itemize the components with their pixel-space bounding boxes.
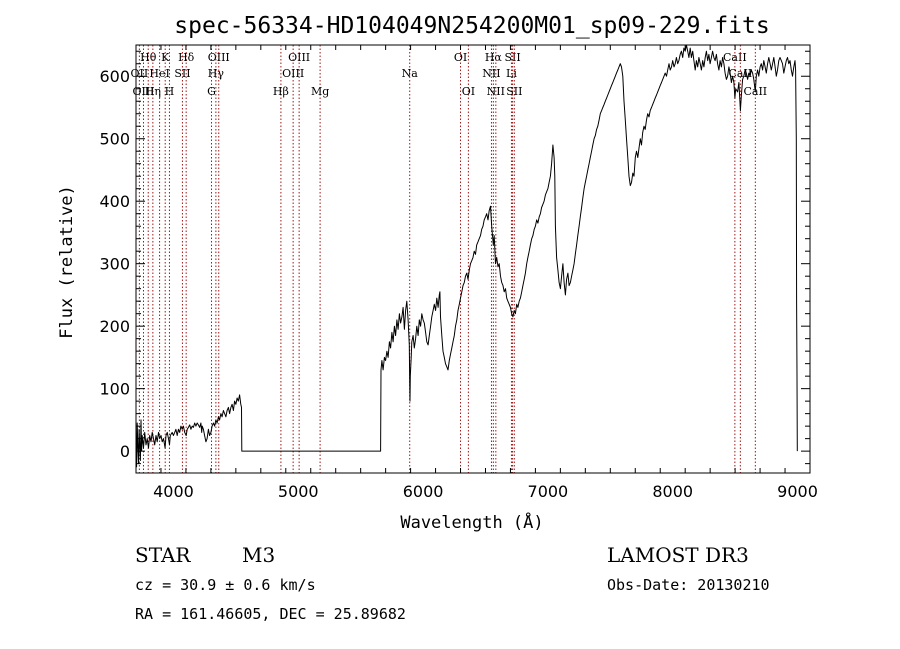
marker-label: Hβ [273,85,289,98]
y-tick-label: 300 [99,255,130,274]
y-tick-label: 100 [99,380,130,399]
marker-label: HeI [149,67,169,80]
x-axis-label: Wavelength (Å) [400,511,543,533]
marker-label: SII [504,51,520,64]
x-tick-label: 5000 [278,482,319,501]
marker-label: CaII [723,51,747,64]
y-tick-label: 0 [120,442,130,461]
marker-label: H [165,85,175,98]
marker-label: K [161,51,170,64]
marker-label: OI [462,85,475,98]
y-tick-label: 200 [99,317,130,336]
marker-label: G [207,85,216,98]
marker-label: Hθ [140,51,157,64]
marker-label: Hα [485,51,503,64]
marker-label: OIII [208,51,230,64]
x-tick-label: 7000 [528,482,569,501]
marker-label: NII [487,85,505,98]
marker-label: Li [506,67,517,80]
obs-date-text: Obs-Date: 20130210 [607,576,770,594]
marker-label: Hδ [178,51,195,64]
marker-label: CaII [729,67,753,80]
marker-label: OIII [288,51,310,64]
marker-label: Hη [145,85,161,98]
x-axis-ticks: 4000 5000 6000 7000 8000 9000 [135,45,818,501]
redshift-text: cz = 30.9 ± 0.6 km/s [135,576,316,594]
object-class: STAR [135,543,191,567]
marker-label: Mg [311,85,329,98]
marker-label: OII [131,67,149,80]
radec-text: RA = 161.46605, DEC = 25.89682 [135,605,406,623]
flux-series-line [135,44,798,468]
marker-label: SII [174,67,190,80]
survey-label: LAMOST DR3 [607,543,749,567]
marker-label: OIII [282,67,304,80]
marker-label: SII [506,85,522,98]
y-tick-label: 500 [99,130,130,149]
marker-label: NII [482,67,500,80]
y-axis-label: Flux (relative) [57,185,77,339]
x-tick-label: 6000 [403,482,444,501]
x-tick-label: 4000 [153,482,194,501]
y-axis-ticks: 0 100 200 300 400 500 600 [99,50,810,465]
x-tick-label: 9000 [777,482,818,501]
object-subclass: M3 [242,543,275,567]
marker-label: Na [402,67,419,80]
plot-area [135,44,798,468]
x-tick-label: 8000 [652,482,693,501]
marker-label: OI [454,51,467,64]
y-tick-label: 400 [99,192,130,211]
marker-label: Hγ [208,67,225,80]
plot-frame [135,44,811,474]
y-tick-label: 600 [99,67,130,86]
chart-title: spec-56334-HD104049N254200M01_sp09-229.f… [174,13,769,39]
